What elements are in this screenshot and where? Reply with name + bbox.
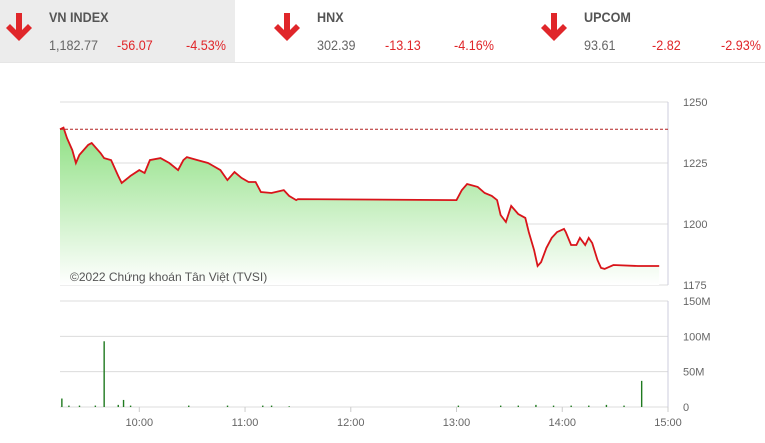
volume-bar — [103, 341, 105, 407]
arrow-down-icon — [6, 13, 32, 41]
time-axis-label: 14:00 — [548, 417, 576, 429]
volume-bar — [499, 405, 502, 407]
arrow-down-icon — [541, 13, 567, 41]
volume-axis-label: 0 — [683, 402, 689, 414]
volume-bar — [270, 405, 273, 407]
volume-bar — [640, 380, 643, 407]
index-percent: -4.53% — [186, 37, 226, 53]
time-axis-label: 13:00 — [443, 417, 471, 429]
volume-bar — [122, 399, 125, 407]
volume-bar — [605, 404, 608, 407]
volume-bar — [188, 405, 190, 407]
index-name: VN INDEX — [49, 9, 109, 25]
volume-bar — [61, 398, 63, 407]
volume-axis-label: 100M — [683, 331, 711, 343]
time-axis-label: 15:00 — [654, 417, 682, 429]
volume-bar — [457, 405, 460, 407]
index-change: -2.82 — [652, 37, 681, 53]
time-axis-label: 12:00 — [337, 417, 365, 429]
volume-axis-label: 50M — [683, 367, 704, 379]
index-change: -13.13 — [385, 37, 421, 53]
volume-bar — [535, 404, 537, 407]
watermark: ©2022 Chứng khoán Tân Việt (TVSI) — [70, 270, 267, 284]
index-value: 93.61 — [584, 37, 616, 53]
index-change: -56.07 — [117, 37, 153, 53]
time-axis-label: 10:00 — [126, 417, 154, 429]
index-bar: VN INDEX 1,182.77 -56.07 -4.53% HNX 302.… — [0, 0, 765, 63]
index-name: UPCOM — [584, 9, 631, 25]
index-value: 302.39 — [317, 37, 356, 53]
volume-bar — [517, 405, 520, 407]
volume-bar — [68, 405, 70, 407]
volume-bar — [570, 405, 572, 407]
price-line — [59, 126, 660, 270]
price-area — [60, 127, 660, 285]
volume-bar — [94, 405, 97, 407]
volume-bar — [623, 405, 625, 407]
index-percent: -4.16% — [454, 37, 494, 53]
index-tab-hnx[interactable]: HNX 302.39 -13.13 -4.16% — [268, 0, 503, 62]
index-tab-vnindex[interactable]: VN INDEX 1,182.77 -56.07 -4.53% — [0, 0, 235, 62]
volume-bar — [288, 406, 290, 407]
index-tab-upcom[interactable]: UPCOM 93.61 -2.82 -2.93% — [535, 0, 765, 62]
price-axis-label: 1175 — [683, 280, 707, 292]
arrow-down-icon — [274, 13, 300, 41]
price-axis-label: 1225 — [683, 158, 707, 170]
index-name: HNX — [317, 9, 344, 25]
index-value: 1,182.77 — [49, 37, 99, 53]
volume-bar — [588, 405, 590, 407]
volume-bar — [226, 405, 229, 407]
volume-bar — [129, 405, 132, 407]
volume-bar — [117, 404, 119, 407]
index-percent: -2.93% — [721, 37, 761, 53]
time-axis-label: 11:00 — [232, 417, 259, 429]
volume-bar — [78, 405, 81, 407]
price-axis-label: 1250 — [683, 97, 707, 109]
volume-bar — [552, 405, 555, 407]
volume-axis-label: 150M — [683, 296, 711, 308]
volume-bar — [262, 405, 264, 407]
price-axis-label: 1200 — [683, 219, 707, 231]
